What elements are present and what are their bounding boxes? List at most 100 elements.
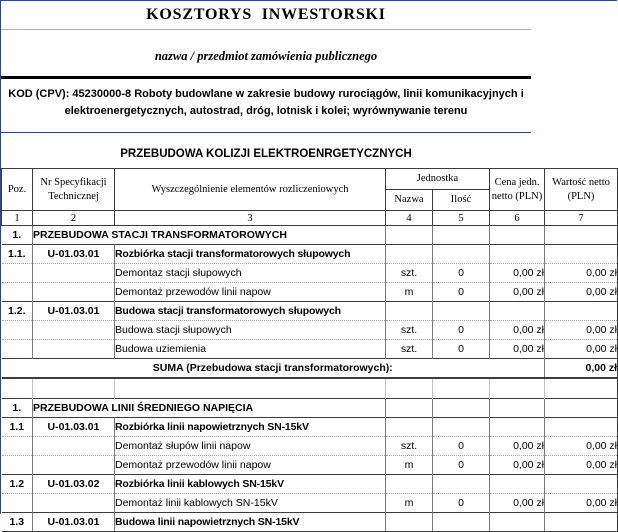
cell-unit-price: 0,00 zł [489,493,546,513]
cell-desc: Demontaż przewodów linii napow [114,282,386,302]
cell-poz: 1.1 [1,417,33,437]
table-row-item: Demontaż słupów linii napow szt. 0 0,00 zł 0… [1,436,618,456]
cell-unit-price: 0,00 zł [489,263,546,283]
cell-poz [1,339,33,359]
cell-poz [1,436,33,456]
cell-empty [489,244,546,264]
cell-poz [1,455,33,475]
table-row-item: Demontaż przewodów linii napow m 0 0,00 zł 0… [1,455,618,475]
cell-poz: 1.2 [1,474,33,494]
cell-empty [1,377,33,399]
subtitle-band: nazwa / przedmiot zamówienia publicznego [1,30,531,79]
col-header-unit-qty: Ilość [431,189,491,211]
cell-empty [432,474,491,494]
cell-empty [385,512,433,532]
col-header-unit-price: Cena jedn. netto (PLN) [489,168,546,211]
cell-unit: szt. [385,339,433,359]
cell-empty [544,244,618,264]
cell-unit-price: 0,00 zł [489,455,546,475]
cell-empty [432,244,491,264]
cell-spec [32,263,115,283]
cell-unit: szt. [385,263,433,283]
cell-unit: m [385,455,433,475]
cell-qty: 0 [432,282,491,302]
cell-spec: U-01.03.01 [32,417,115,437]
table-row-block: 1.1 U-01.03.01 Rozbiórka linii napowietrzn… [1,417,618,437]
cell-empty [385,417,433,437]
cell-desc: Rozbiórka linii napowietrznych SN-15kV [114,417,386,437]
cell-value: 0,00 zł [544,455,618,475]
cell-value: 0,00 zł [544,282,618,302]
cell-empty [489,512,546,532]
cell-suma-label: SUMA (Przebudowa stacji transformatorowy… [1,358,546,379]
cell-unit: szt. [385,320,433,340]
cell-poz: 1.1. [1,244,33,264]
table-row-block: 1.1. U-01.03.01 Rozbiórka stacji transform… [1,244,618,264]
cell-spec [32,320,115,340]
cell-section-title: PRZEBUDOWA LINII ŚREDNIEGO NAPIĘCIA [32,398,386,418]
cell-section-title: PRZEBUDOWA STACJI TRANSFORMATOROWYCH [32,225,386,245]
cell-empty [544,225,618,245]
table-row-suma: SUMA (Przebudowa stacji transformatorowy… [1,358,618,379]
cell-unit-price: 0,00 zł [489,320,546,340]
cell-desc: Budowa uziemienia [114,339,386,359]
cell-empty [385,474,433,494]
cell-empty [385,377,433,399]
cost-table: Poz. Nr Specyfikacji Technicznej Wyszcze… [1,168,618,532]
cell-unit: m [385,493,433,513]
cell-desc: Demontaż przewodów linii napow [114,455,386,475]
table-row-item: Budowa uziemienia szt. 0 0,00 zł 0,00 zł [1,339,618,359]
estimate-title: PRZEBUDOWA KOLIZJI ELEKTROENRGETYCZNYCH [120,148,412,160]
table-row-block: 1.2. U-01.03.01 Budowa stacji transformato… [1,301,618,321]
cell-unit: m [385,282,433,302]
cell-poz [1,320,33,340]
cell-value: 0,00 zł [544,493,618,513]
cell-desc: Budowa stacji słupowych [114,320,386,340]
table-row-section: 1. PRZEBUDOWA STACJI TRANSFORMATOROWYCH [1,225,618,245]
cell-empty [432,301,491,321]
cell-desc: Rozbiórka linii kablowych SN-15kV [114,474,386,494]
column-number: 6 [489,210,546,226]
cell-empty [489,225,546,245]
cell-value: 0,00 zł [544,339,618,359]
cell-poz: 1. [1,398,33,418]
cell-qty: 0 [432,455,491,475]
cell-poz [1,493,33,513]
cell-empty [385,244,433,264]
cell-empty [489,417,546,437]
cell-empty [432,377,491,399]
table-row-block: 1.2 U-01.03.02 Rozbiórka linii kablowych S… [1,474,618,494]
cell-empty [385,225,433,245]
cell-unit-price: 0,00 zł [489,339,546,359]
cell-spec: U-01.03.01 [32,244,115,264]
cell-value: 0,00 zł [544,436,618,456]
column-number: 7 [544,210,618,226]
cell-spec [32,455,115,475]
col-header-desc: Wyszczególnienie elementów rozliczeniowy… [114,168,386,211]
cost-table-body: 1. PRZEBUDOWA STACJI TRANSFORMATOROWYCH 1.… [1,225,618,532]
cell-value: 0,00 zł [544,263,618,283]
cell-poz [1,282,33,302]
cell-poz [1,263,33,283]
cell-desc: Demontaz stacji słupowych [114,263,386,283]
cell-suma-value: 0,00 zł [544,358,618,379]
cell-empty [432,417,491,437]
column-number: 3 [114,210,386,226]
cpv-line-2: elektroenergetycznych, autostrad, dróg, … [64,105,468,117]
cell-unit-price: 0,00 zł [489,436,546,456]
cell-empty [489,474,546,494]
cell-poz: 1.2. [1,301,33,321]
cell-spec: U-01.03.02 [32,474,115,494]
cell-spec: U-01.03.01 [32,512,115,532]
col-header-spec: Nr Specyfikacji Technicznej [32,168,115,211]
cell-empty [432,398,491,418]
cell-spec [32,436,115,456]
document-title: KOSZTORYS INWESTORSKI [146,6,386,23]
cell-qty: 0 [432,493,491,513]
col-header-unit-name: Nazwa [385,189,433,211]
cell-unit: szt. [385,436,433,456]
table-row-item: Demontaż przewodów linii napow m 0 0,00 zł 0… [1,282,618,302]
cpv-line-1: KOD (CPV): 45230000-8 Roboty budowlane w… [8,88,524,100]
column-number: 1 [1,210,33,226]
